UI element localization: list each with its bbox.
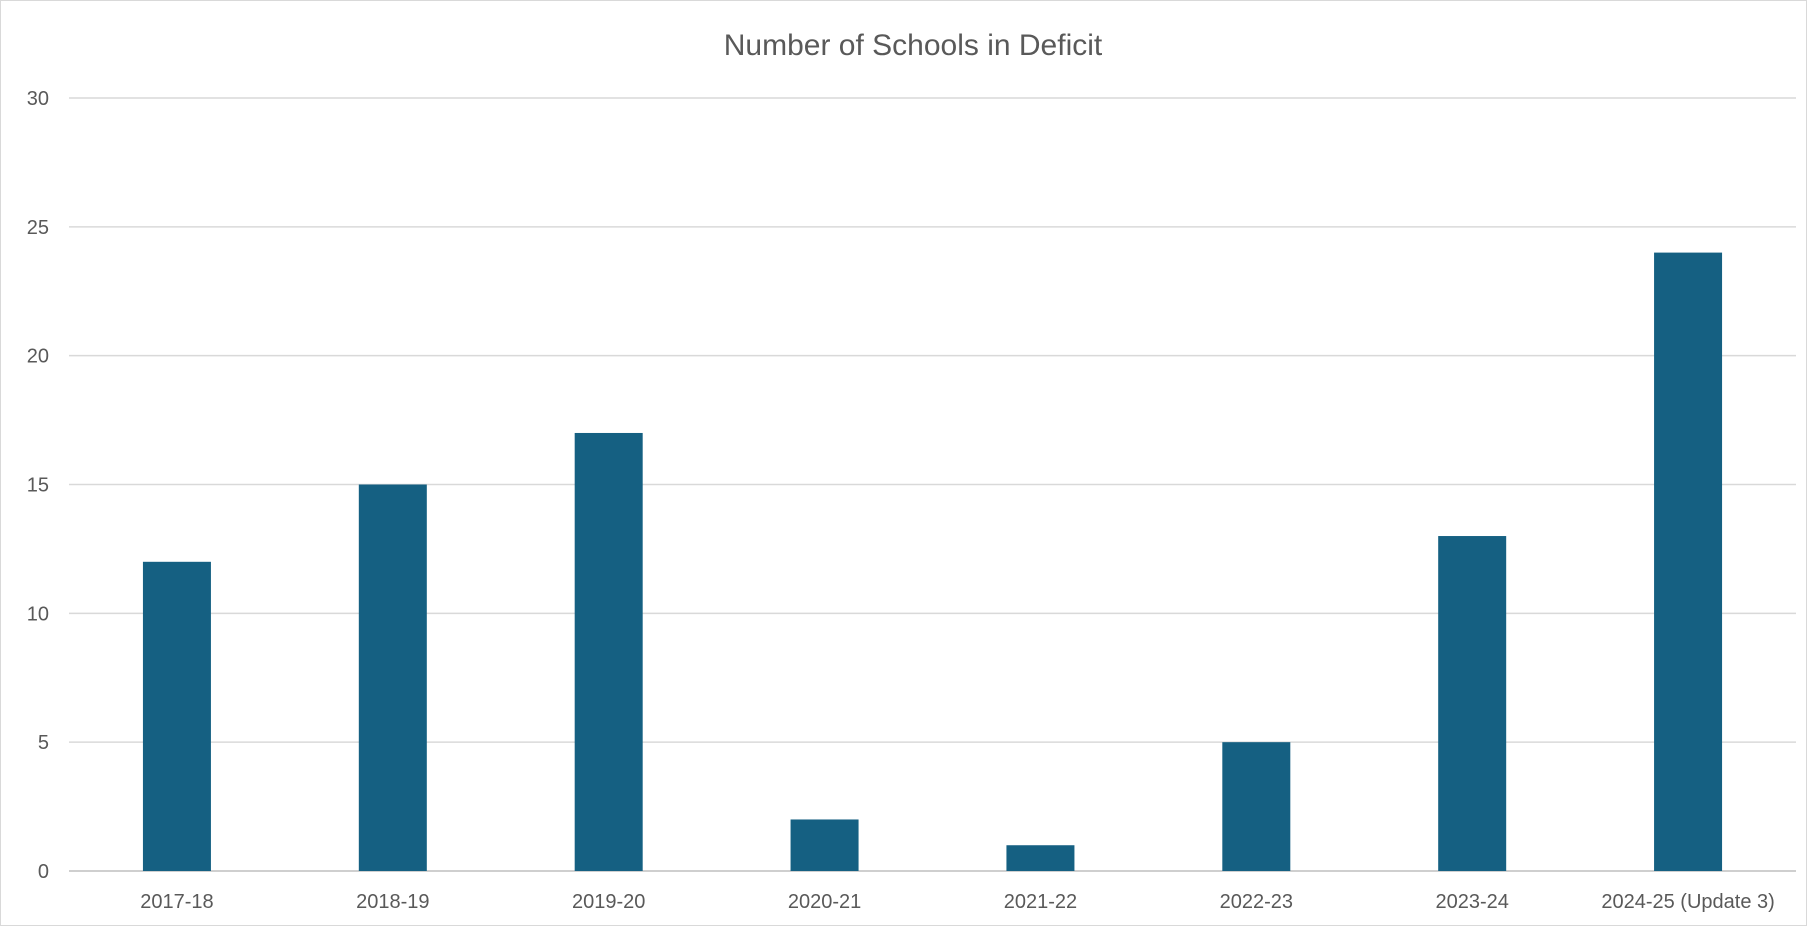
chart-title: Number of Schools in Deficit — [724, 29, 1103, 62]
y-tick-label: 5 — [38, 732, 49, 754]
x-category-label: 2019-20 — [572, 891, 645, 913]
bar-2021-22 — [1006, 845, 1075, 871]
y-tick-label: 25 — [27, 217, 49, 239]
x-category-label: 2017-18 — [140, 891, 213, 913]
x-category-label: 2021-22 — [1004, 891, 1077, 913]
y-tick-label: 0 — [38, 861, 49, 883]
y-tick-label: 15 — [27, 475, 49, 497]
bar-2024-25 (Update 3) — [1654, 252, 1723, 872]
bar-2020-21 — [790, 819, 859, 871]
x-category-label: 2024-25 (Update 3) — [1601, 891, 1774, 913]
bar-2023-24 — [1438, 536, 1507, 871]
bar-2019-20 — [574, 432, 643, 871]
y-tick-label: 30 — [27, 88, 49, 110]
bar-2018-19 — [358, 484, 427, 871]
y-tick-label: 20 — [27, 346, 49, 368]
x-category-label: 2022-23 — [1220, 891, 1293, 913]
gridlines — [69, 97, 1796, 872]
x-category-label: 2023-24 — [1435, 891, 1508, 913]
bars — [142, 252, 1723, 872]
x-axis-category-labels: 2017-18 2018-19 2019-20 2020-21 2021-22 2022-… — [140, 891, 1775, 913]
y-tick-label: 10 — [27, 603, 49, 625]
x-category-label: 2020-21 — [788, 891, 861, 913]
bar-2022-23 — [1222, 742, 1291, 871]
bar-2017-18 — [142, 561, 211, 871]
y-axis-tick-labels: 0 5 10 15 20 25 30 — [27, 88, 49, 883]
x-category-label: 2018-19 — [356, 891, 429, 913]
